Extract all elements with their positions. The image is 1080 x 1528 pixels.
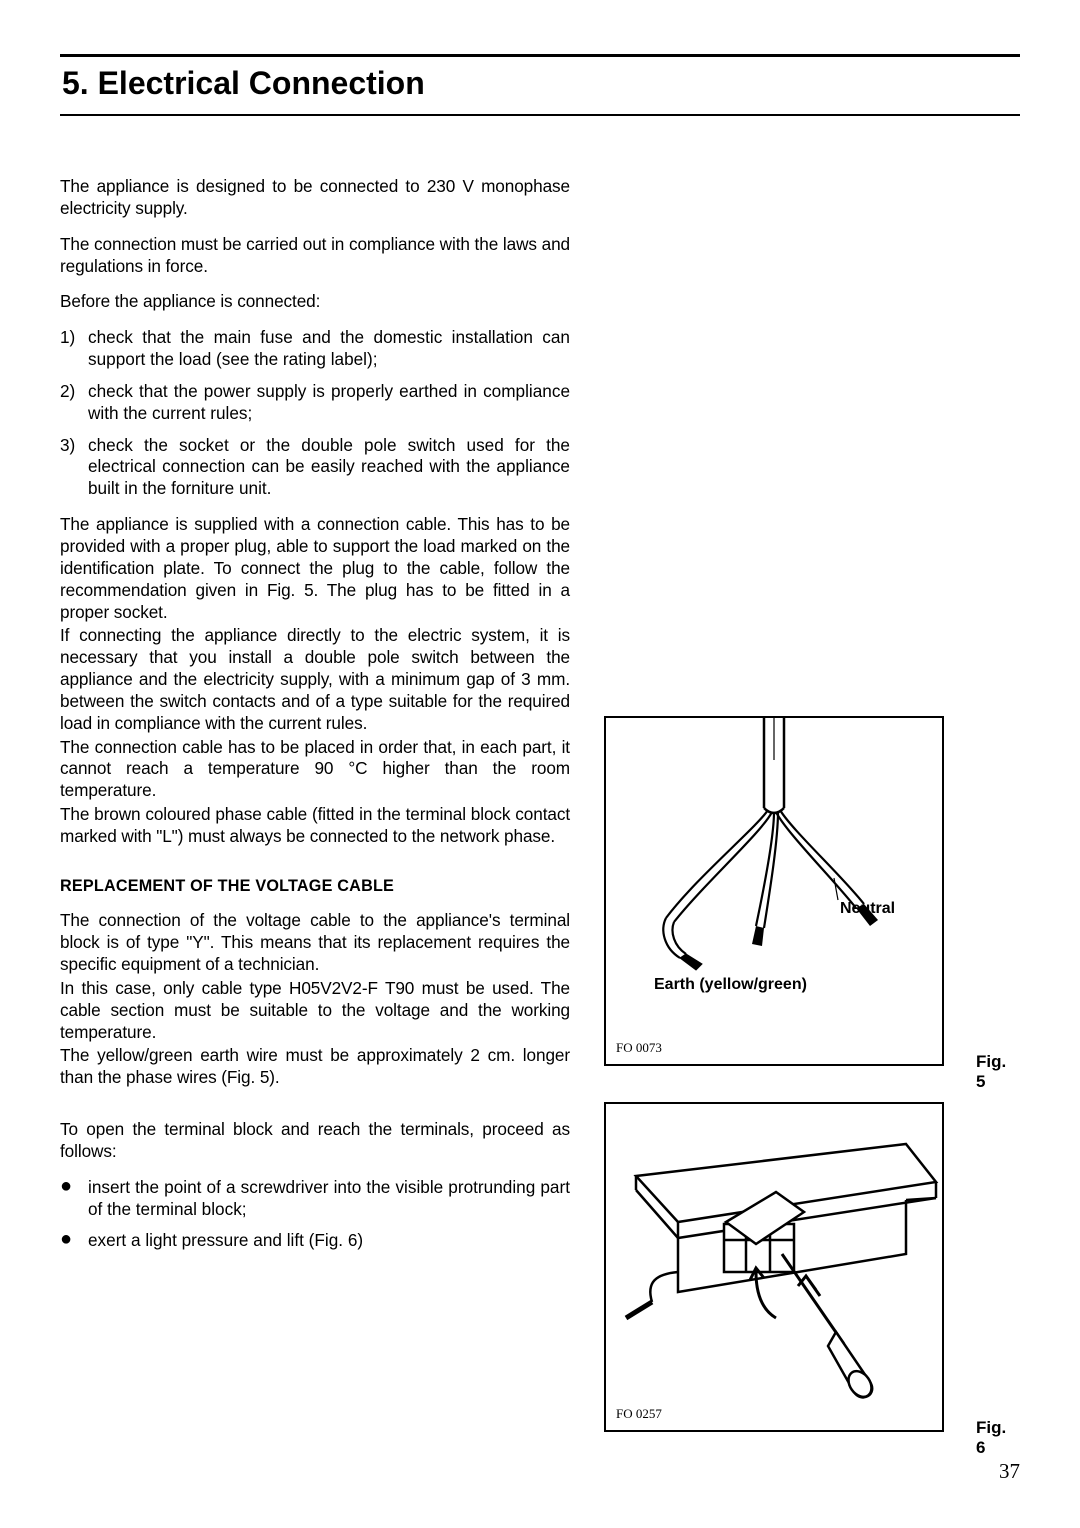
figure-caption: Fig. 5 [976, 1052, 1020, 1092]
list-number: 3) [60, 435, 88, 501]
list-number: 1) [60, 327, 88, 371]
wiring-diagram-icon [606, 718, 946, 1068]
figure-5: Neutral Earth (yellow/green) FO 0073 [604, 716, 944, 1066]
bullet-icon: ● [60, 1177, 88, 1221]
list-text: check that the power supply is properly … [88, 381, 570, 425]
paragraph: The connection of the voltage cable to t… [60, 910, 570, 976]
paragraph: The connection cable has to be placed in… [60, 737, 570, 803]
section-title: 5. Electrical Connection [60, 65, 1020, 102]
paragraph: To open the terminal block and reach the… [60, 1119, 570, 1163]
list-item: ● insert the point of a screwdriver into… [60, 1177, 570, 1221]
list-text: exert a light pressure and lift (Fig. 6) [88, 1230, 570, 1252]
rule-bottom [60, 114, 1020, 116]
figure-6: FO 0257 [604, 1102, 944, 1432]
list-item: 3) check the socket or the double pole s… [60, 435, 570, 501]
right-column: Neutral Earth (yellow/green) FO 0073 Fig… [604, 176, 1020, 1432]
list-text: check that the main fuse and the domesti… [88, 327, 570, 371]
paragraph: The yellow/green earth wire must be appr… [60, 1045, 570, 1089]
page-number: 37 [999, 1459, 1020, 1484]
bullet-list: ● insert the point of a screwdriver into… [60, 1177, 570, 1253]
figure-caption: Fig. 6 [976, 1418, 1020, 1458]
figure-label-neutral: Neutral [840, 900, 895, 918]
terminal-block-diagram-icon [606, 1104, 946, 1434]
list-item: ● exert a light pressure and lift (Fig. … [60, 1230, 570, 1252]
bullet-icon: ● [60, 1230, 88, 1252]
paragraph: Before the appliance is connected: [60, 291, 570, 313]
list-number: 2) [60, 381, 88, 425]
list-text: insert the point of a screwdriver into t… [88, 1177, 570, 1221]
figure-label-earth: Earth (yellow/green) [654, 976, 807, 994]
subheading: REPLACEMENT OF THE VOLTAGE CABLE [60, 876, 570, 897]
paragraph: The appliance is designed to be connecte… [60, 176, 570, 220]
list-text: check the socket or the double pole swit… [88, 435, 570, 501]
left-column: The appliance is designed to be connecte… [60, 176, 570, 1432]
paragraph: If connecting the appliance directly to … [60, 625, 570, 734]
paragraph: In this case, only cable type H05V2V2-F … [60, 978, 570, 1044]
list-item: 2) check that the power supply is proper… [60, 381, 570, 425]
figure-code: FO 0257 [616, 1406, 662, 1422]
content-columns: The appliance is designed to be connecte… [60, 176, 1020, 1432]
rule-top [60, 54, 1020, 57]
paragraph: The connection must be carried out in co… [60, 234, 570, 278]
numbered-list: 1) check that the main fuse and the dome… [60, 327, 570, 500]
paragraph: The brown coloured phase cable (fitted i… [60, 804, 570, 848]
paragraph: The appliance is supplied with a connect… [60, 514, 570, 623]
list-item: 1) check that the main fuse and the dome… [60, 327, 570, 371]
figure-code: FO 0073 [616, 1040, 662, 1056]
